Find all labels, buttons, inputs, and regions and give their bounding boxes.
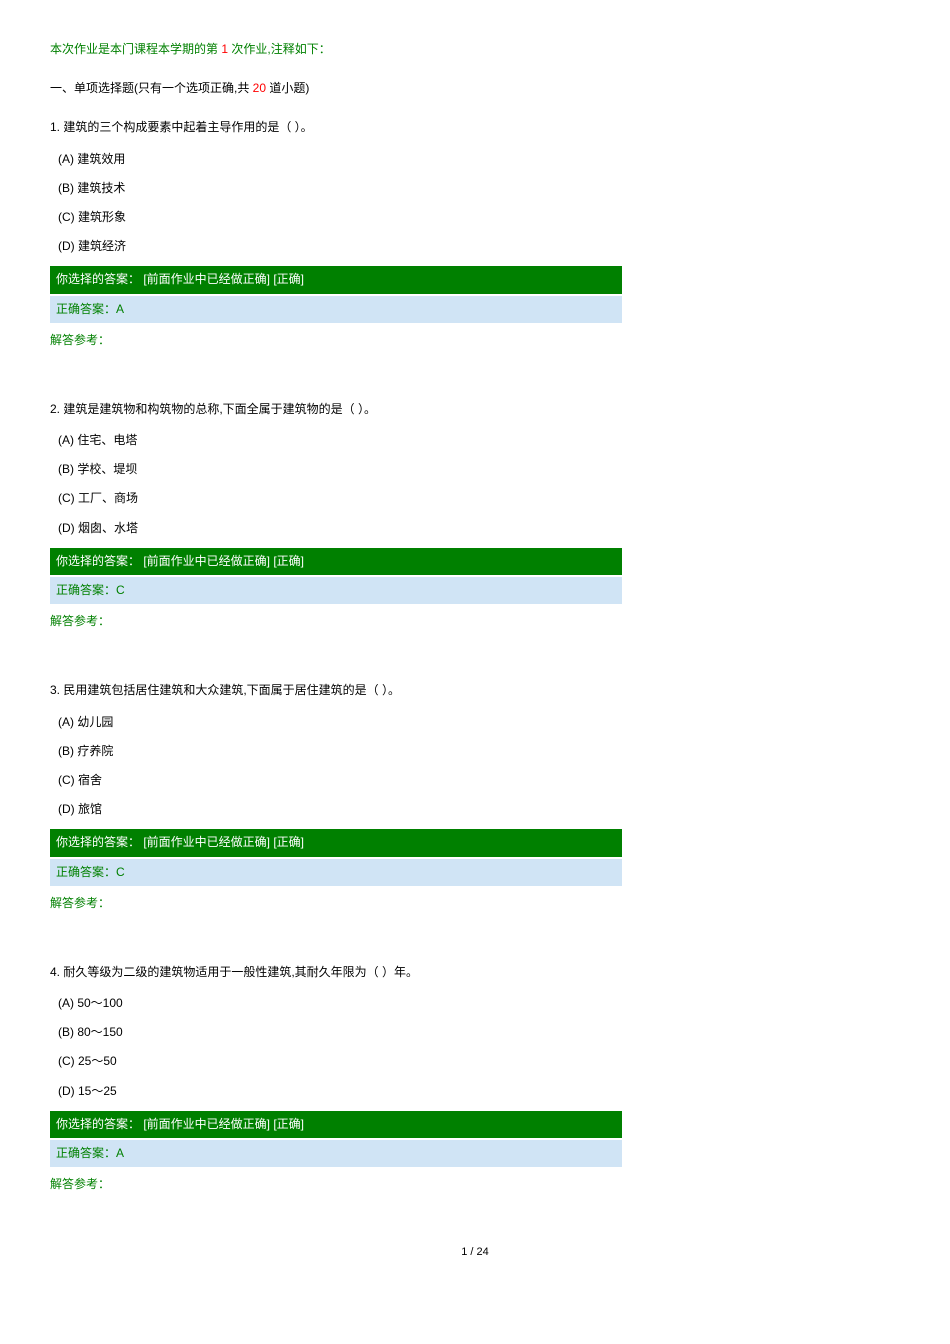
option-a: (A) 50～100 — [50, 994, 900, 1013]
explain-label: 解答参考： — [50, 894, 900, 913]
option-a: (A) 幼儿园 — [50, 713, 900, 732]
your-answer-bar: 你选择的答案： [前面作业中已经做正确] [正确] — [50, 829, 622, 856]
question-block: 4. 耐久等级为二级的建筑物适用于一般性建筑,其耐久年限为（ ）年。 (A) 5… — [50, 963, 900, 1195]
option-d: (D) 15～25 — [50, 1082, 900, 1101]
option-a: (A) 建筑效用 — [50, 150, 900, 169]
explain-label: 解答参考： — [50, 612, 900, 631]
intro-prefix: 本次作业是本门课程本学期的第 — [50, 42, 221, 56]
option-b: (B) 80～150 — [50, 1023, 900, 1042]
option-c: (C) 建筑形象 — [50, 208, 900, 227]
section-prefix: 一、单项选择题(只有一个选项正确,共 — [50, 81, 253, 95]
question-block: 1. 建筑的三个构成要素中起着主导作用的是（ ）。 (A) 建筑效用 (B) 建… — [50, 118, 900, 350]
option-b: (B) 学校、堤坝 — [50, 460, 900, 479]
your-answer-bar: 你选择的答案： [前面作业中已经做正确] [正确] — [50, 1111, 622, 1138]
correct-answer-bar: 正确答案：C — [50, 577, 622, 604]
option-d: (D) 烟囱、水塔 — [50, 519, 900, 538]
question-text: 1. 建筑的三个构成要素中起着主导作用的是（ ）。 — [50, 118, 900, 137]
your-answer-bar: 你选择的答案： [前面作业中已经做正确] [正确] — [50, 548, 622, 575]
question-block: 3. 民用建筑包括居住建筑和大众建筑,下面属于居住建筑的是（ ）。 (A) 幼儿… — [50, 681, 900, 913]
section-title: 一、单项选择题(只有一个选项正确,共 20 道小题) — [50, 79, 900, 98]
intro-suffix: 次作业,注释如下： — [228, 42, 331, 56]
option-d: (D) 建筑经济 — [50, 237, 900, 256]
option-b: (B) 建筑技术 — [50, 179, 900, 198]
question-text: 4. 耐久等级为二级的建筑物适用于一般性建筑,其耐久年限为（ ）年。 — [50, 963, 900, 982]
question-text: 2. 建筑是建筑物和构筑物的总称,下面全属于建筑物的是（ ）。 — [50, 400, 900, 419]
option-c: (C) 宿舍 — [50, 771, 900, 790]
your-answer-bar: 你选择的答案： [前面作业中已经做正确] [正确] — [50, 266, 622, 293]
question-text: 3. 民用建筑包括居住建筑和大众建筑,下面属于居住建筑的是（ ）。 — [50, 681, 900, 700]
explain-label: 解答参考： — [50, 1175, 900, 1194]
correct-answer-bar: 正确答案：A — [50, 1140, 622, 1167]
option-c: (C) 25～50 — [50, 1052, 900, 1071]
explain-label: 解答参考： — [50, 331, 900, 350]
correct-answer-bar: 正确答案：C — [50, 859, 622, 886]
section-suffix: 道小题) — [266, 81, 309, 95]
question-block: 2. 建筑是建筑物和构筑物的总称,下面全属于建筑物的是（ ）。 (A) 住宅、电… — [50, 400, 900, 632]
option-a: (A) 住宅、电塔 — [50, 431, 900, 450]
section-num: 20 — [253, 81, 266, 95]
page-number: 1 / 24 — [50, 1244, 900, 1262]
option-b: (B) 疗养院 — [50, 742, 900, 761]
correct-answer-bar: 正确答案：A — [50, 296, 622, 323]
option-d: (D) 旅馆 — [50, 800, 900, 819]
option-c: (C) 工厂、商场 — [50, 489, 900, 508]
intro-line: 本次作业是本门课程本学期的第 1 次作业,注释如下： — [50, 40, 900, 59]
